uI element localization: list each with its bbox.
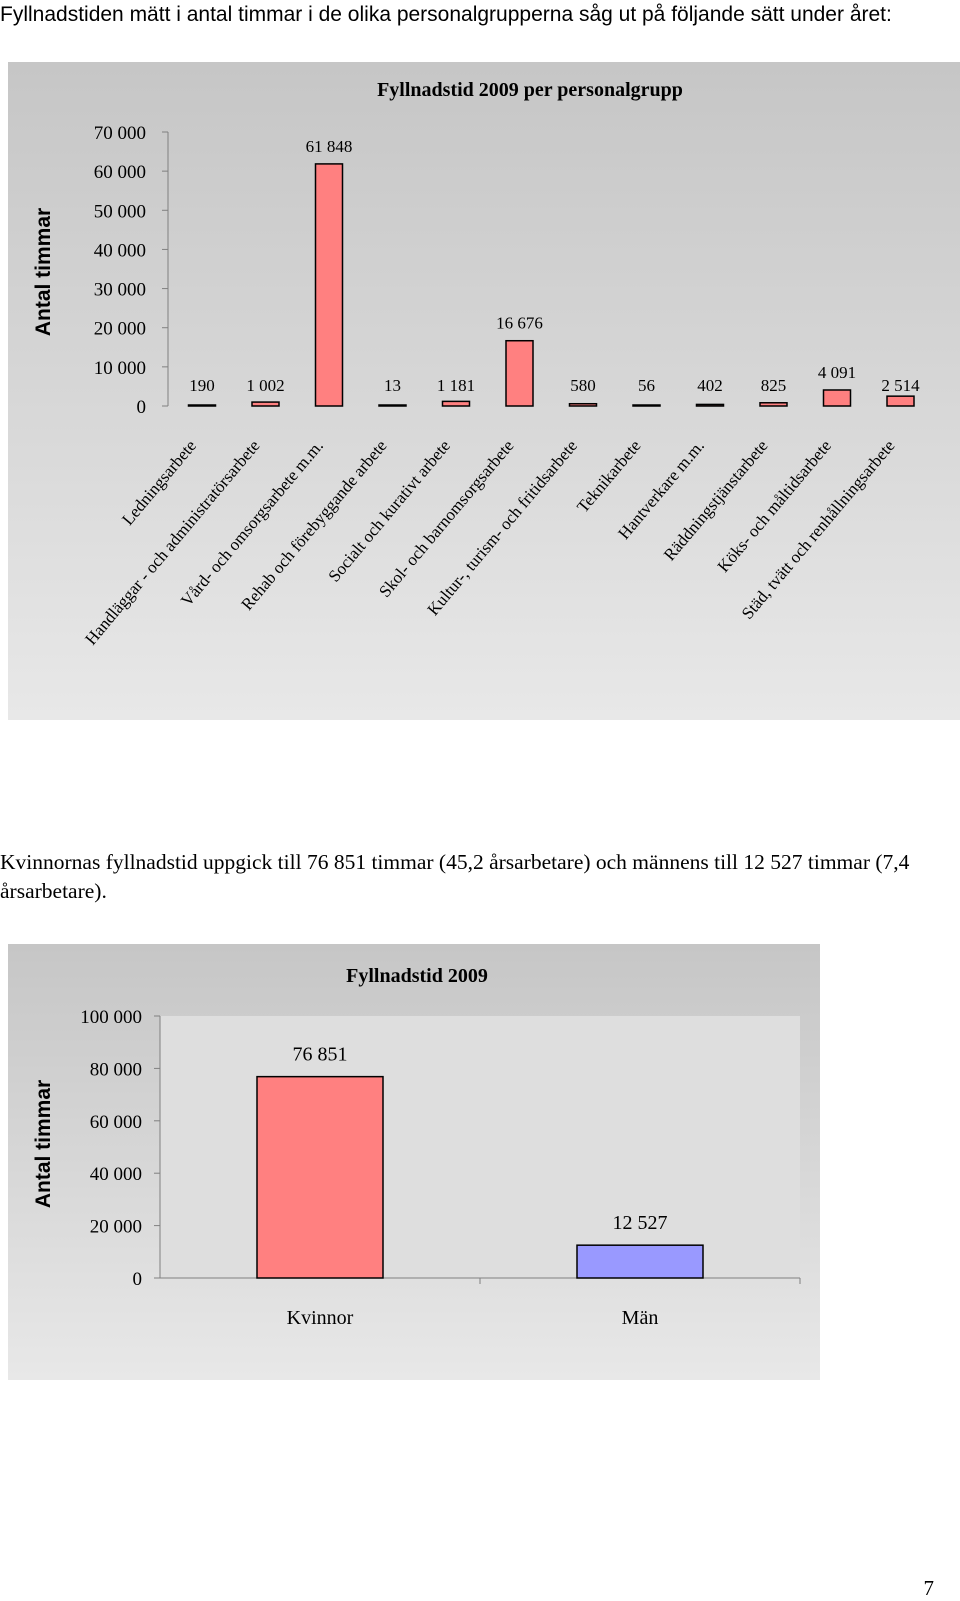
chart-panel-personalgrupp: Fyllnadstid 2009 per personalgrupp Antal… xyxy=(8,62,960,720)
y-tick-label: 40 000 xyxy=(94,240,146,261)
data-label: 76 851 xyxy=(293,1044,348,1066)
bar xyxy=(505,339,534,407)
bar xyxy=(886,395,915,407)
y-ticks: 0 10 000 20 000 30 000 40 000 50 000 60 000 70 … xyxy=(94,123,168,418)
chart-title: Fyllnadstid 2009 per personalgrupp xyxy=(377,79,683,101)
bar xyxy=(568,402,598,407)
y-tick-label: 50 000 xyxy=(94,201,146,222)
y-tick-label: 20 000 xyxy=(94,319,146,340)
data-labels: 190 1 002 61 848 13 1 181 16 676 580 56 402 825 4 … xyxy=(189,137,920,395)
category-label: Teknikarbete xyxy=(573,436,644,516)
intro-text: Fyllnadstiden mätt i antal timmar i de o… xyxy=(0,3,892,26)
y-tick-label: 0 xyxy=(133,1269,143,1290)
bar xyxy=(314,163,344,407)
bar xyxy=(632,404,661,407)
bar-chart-personalgrupp: Fyllnadstid 2009 per personalgrupp Antal… xyxy=(32,79,920,649)
data-label: 402 xyxy=(697,376,723,395)
y-tick-label: 60 000 xyxy=(90,1112,142,1133)
bar xyxy=(576,1244,704,1279)
data-label: 16 676 xyxy=(496,314,543,333)
data-label: 580 xyxy=(570,376,596,395)
data-label: 1 181 xyxy=(437,376,475,395)
bar-chart-kon: Fyllnadstid 2009 Antal timmar 0 20 000 40 … xyxy=(32,965,801,1329)
category-label: Män xyxy=(622,1307,659,1329)
data-label: 825 xyxy=(761,376,787,395)
y-axis-label: Antal timmar xyxy=(32,1080,55,1208)
data-label: 4 091 xyxy=(818,363,856,382)
y-tick-label: 70 000 xyxy=(94,123,146,144)
y-tick-label: 20 000 xyxy=(90,1217,142,1238)
y-tick-label: 40 000 xyxy=(90,1164,142,1185)
y-tick-label: 10 000 xyxy=(94,358,146,379)
data-labels: 76 851 12 527 xyxy=(293,1044,668,1235)
data-label: 1 002 xyxy=(246,376,284,395)
bar xyxy=(187,404,217,407)
page-number: 7 xyxy=(923,1576,935,1600)
data-label: 12 527 xyxy=(613,1212,668,1234)
plot-area xyxy=(160,1016,800,1278)
y-ticks: 0 20 000 40 000 60 000 80 000 100 000 xyxy=(80,1007,160,1290)
y-tick-label: 60 000 xyxy=(94,162,146,183)
category-label: Socialt och kurativt arbete xyxy=(325,436,455,585)
bar xyxy=(822,389,852,407)
bar xyxy=(378,404,407,407)
bars xyxy=(187,163,915,407)
y-tick-label: 30 000 xyxy=(94,280,146,301)
bar xyxy=(256,1075,384,1279)
data-label: 2 514 xyxy=(881,376,920,395)
y-tick-label: 0 xyxy=(137,397,147,418)
bar xyxy=(441,400,471,407)
bar xyxy=(759,402,788,407)
chart-panel-kon: Fyllnadstid 2009 Antal timmar 0 20 000 40 … xyxy=(8,944,820,1380)
bar xyxy=(695,403,725,407)
y-tick-label: 100 000 xyxy=(80,1007,142,1028)
bars xyxy=(256,1075,704,1279)
summary-paragraph: Kvinnornas fyllnadstid uppgick till 76 8… xyxy=(0,850,910,903)
category-labels: Kvinnor Män xyxy=(287,1307,659,1329)
category-label: Kvinnor xyxy=(287,1307,354,1329)
y-axis-label: Antal timmar xyxy=(32,208,55,336)
bar xyxy=(251,401,280,407)
data-label: 190 xyxy=(189,376,215,395)
y-tick-label: 80 000 xyxy=(90,1059,142,1080)
chart-title: Fyllnadstid 2009 xyxy=(346,965,488,987)
data-label: 13 xyxy=(384,376,401,395)
category-label: Köks- och måltidsarbete xyxy=(714,436,835,576)
data-label: 56 xyxy=(638,376,655,395)
data-label: 61 848 xyxy=(306,137,353,156)
